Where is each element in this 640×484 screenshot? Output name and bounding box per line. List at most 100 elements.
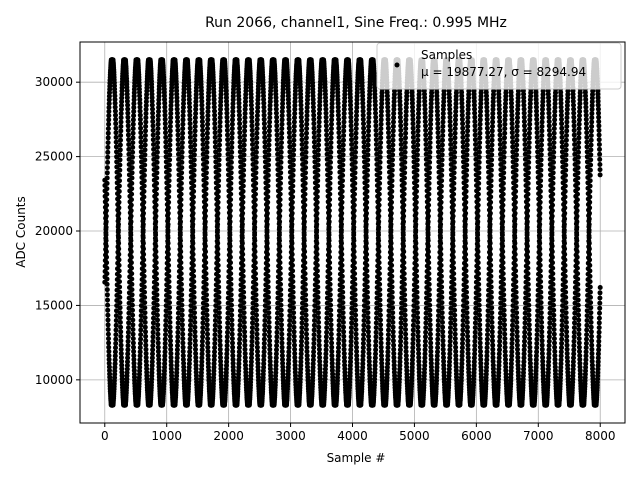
data-point: [266, 173, 271, 178]
data-point: [166, 194, 171, 199]
data-point: [191, 263, 196, 268]
data-point: [155, 327, 160, 332]
data-point: [262, 337, 267, 342]
data-point: [200, 115, 205, 120]
data-point: [175, 123, 180, 128]
data-point: [351, 219, 356, 224]
data-point: [225, 137, 230, 142]
data-point: [168, 320, 173, 325]
data-point: [314, 241, 319, 246]
data-point: [328, 160, 333, 165]
data-point: [278, 186, 283, 191]
data-point: [180, 332, 185, 337]
data-point: [225, 133, 230, 138]
data-point: [312, 130, 317, 135]
data-point: [117, 168, 122, 173]
data-point: [131, 332, 136, 337]
data-point: [192, 133, 197, 138]
data-point: [105, 165, 110, 170]
data-point: [291, 315, 296, 320]
data-point: [303, 303, 308, 308]
data-point: [105, 303, 110, 308]
data-point: [377, 282, 382, 287]
data-point: [241, 189, 246, 194]
data-point: [141, 200, 146, 205]
data-point: [353, 155, 358, 160]
data-point: [129, 249, 134, 254]
data-point: [274, 334, 279, 339]
data-point: [130, 140, 135, 145]
data-point: [324, 137, 329, 142]
data-point: [241, 285, 246, 290]
data-point: [352, 197, 357, 202]
data-point: [129, 244, 134, 249]
data-point: [377, 197, 382, 202]
data-point: [311, 117, 316, 122]
data-point: [349, 133, 354, 138]
data-point: [217, 320, 222, 325]
data-point: [291, 168, 296, 173]
data-point: [205, 145, 210, 150]
data-point: [180, 336, 185, 341]
data-point: [225, 330, 230, 335]
data-point: [377, 266, 382, 271]
data-point: [104, 255, 109, 260]
data-point: [389, 252, 394, 257]
data-point: [402, 277, 407, 282]
data-point: [337, 135, 342, 140]
data-point: [151, 128, 156, 133]
data-point: [401, 214, 406, 219]
data-point: [304, 313, 309, 318]
data-point: [353, 292, 358, 297]
data-point: [203, 233, 208, 238]
data-point: [274, 343, 279, 348]
data-point: [401, 225, 406, 230]
data-point: [105, 298, 110, 303]
data-point: [277, 249, 282, 254]
data-point: [113, 126, 118, 131]
data-point: [303, 165, 308, 170]
data-point: [106, 318, 111, 323]
data-point: [142, 285, 147, 290]
data-point: [179, 197, 184, 202]
data-point: [151, 330, 156, 335]
data-point: [379, 122, 384, 127]
data-point: [237, 328, 242, 333]
data-point: [117, 194, 122, 199]
data-point: [336, 337, 341, 342]
data-point: [154, 277, 159, 282]
data-point: [106, 336, 111, 341]
data-point: [138, 341, 143, 346]
data-point: [167, 285, 172, 290]
data-point: [216, 178, 221, 183]
data-point: [229, 165, 234, 170]
data-point: [390, 300, 395, 305]
data-point: [403, 122, 408, 127]
data-point: [167, 152, 172, 157]
data-point: [155, 131, 160, 136]
data-point: [340, 300, 345, 305]
data-point: [389, 235, 394, 240]
data-point: [402, 181, 407, 186]
data-point: [104, 266, 109, 271]
data-point: [117, 268, 122, 273]
data-point: [378, 318, 383, 323]
data-point: [176, 133, 181, 138]
data-point: [274, 339, 279, 344]
data-point: [266, 168, 271, 173]
data-point: [229, 292, 234, 297]
data-point: [267, 124, 272, 129]
data-point: [354, 122, 359, 127]
data-point: [277, 214, 282, 219]
data-point: [290, 257, 295, 262]
data-point: [315, 189, 320, 194]
data-point: [228, 271, 233, 276]
data-point: [352, 214, 357, 219]
data-point: [166, 263, 171, 268]
data-point: [316, 310, 321, 315]
data-point: [389, 222, 394, 227]
data-point: [279, 322, 284, 327]
data-point: [342, 120, 347, 125]
data-point: [277, 219, 282, 224]
data-point: [349, 325, 354, 330]
